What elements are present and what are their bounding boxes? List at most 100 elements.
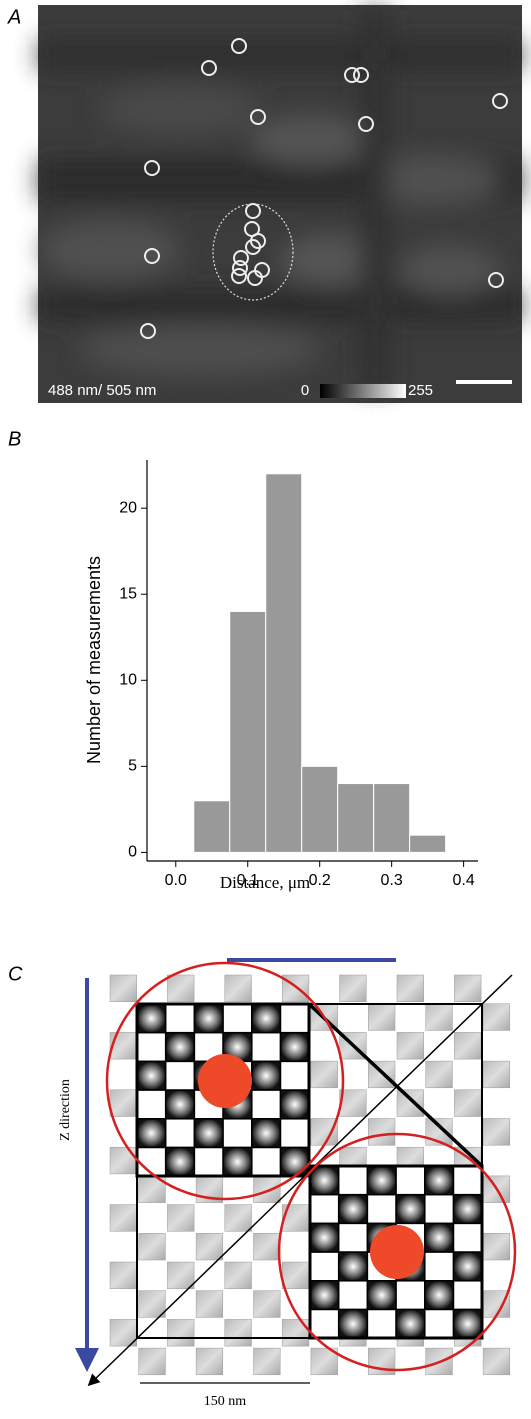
domain-cell [337, 1251, 369, 1282]
domain-cell [164, 1089, 196, 1120]
panel-label: B [8, 428, 21, 450]
lattice-cell [109, 1261, 137, 1289]
marker-circle [231, 268, 247, 284]
lattice-cell [224, 1261, 252, 1289]
domain-cell [395, 1280, 426, 1311]
domain-cell [251, 1060, 282, 1091]
domain-cell [164, 1118, 196, 1149]
domain-cell [164, 1031, 196, 1063]
x-axis-label: Distance, μm [220, 873, 310, 892]
lattice-cell [454, 974, 482, 1002]
domain-cell [251, 1089, 282, 1120]
bar [229, 610, 267, 853]
panel-label: C [8, 963, 23, 985]
marker-circle [245, 203, 261, 219]
micrograph [38, 5, 522, 403]
lattice-cell [109, 1204, 137, 1232]
domain-cell [136, 1003, 167, 1034]
x-tick-label: 0.4 [452, 872, 474, 889]
x-tick-label: 0.1 [237, 872, 259, 889]
domain-cell [395, 1165, 426, 1196]
lattice-cell [454, 1032, 482, 1060]
domain-cell [424, 1280, 455, 1311]
lattice-cell [482, 1347, 511, 1376]
axis-label: Z direction [58, 1079, 73, 1141]
domain-cell [164, 1146, 196, 1177]
domain-cell [251, 1003, 282, 1034]
marker-circle [144, 160, 160, 176]
marker-circle [492, 93, 508, 109]
domain-cell [366, 1193, 397, 1225]
diagonal [87, 974, 513, 1387]
lattice-cell [138, 1290, 166, 1318]
lattice-cell [109, 974, 137, 1002]
domain-cell [136, 1089, 167, 1120]
marker-circle [140, 323, 156, 339]
domain-cell [395, 1308, 426, 1339]
lattice-cell [396, 1089, 424, 1117]
lattice-cell [138, 1347, 166, 1376]
domain-cell [452, 1308, 483, 1339]
marker-circle [250, 109, 266, 125]
domain-cell [279, 1060, 310, 1091]
y-tick-label: 20 [119, 499, 137, 516]
domain-cell [309, 1222, 340, 1253]
domain-cell [424, 1193, 455, 1225]
domain-cell [424, 1308, 455, 1339]
lattice-cell [368, 1060, 396, 1089]
marker-circle [353, 67, 369, 83]
domain-cell [309, 1165, 340, 1196]
domain-cell [279, 1003, 310, 1034]
domain-cell [337, 1193, 369, 1225]
bar [193, 800, 231, 853]
lattice-cell [425, 1003, 453, 1031]
lattice-cell [167, 1204, 195, 1232]
domain-cell [309, 1251, 340, 1282]
domain-cell [337, 1280, 369, 1311]
domain-cell [222, 1146, 253, 1177]
lattice-cell [281, 1261, 310, 1289]
lattice-cell [339, 974, 367, 1002]
marker-circle [247, 270, 263, 286]
lattice-cell [253, 1290, 281, 1318]
wavelength-label: 488 nm/ 505 nm [48, 382, 156, 399]
domain-cell [309, 1280, 340, 1311]
lattice-cell [195, 1347, 224, 1376]
domain-cell [193, 1118, 224, 1149]
lattice-cell [167, 1261, 195, 1289]
domain-cell [222, 1118, 253, 1149]
lattice-cell [138, 1233, 166, 1261]
domain-cell [251, 1031, 282, 1063]
domain-cell [424, 1222, 455, 1253]
lattice-cell [482, 1233, 511, 1261]
center-dot [370, 1225, 424, 1279]
lattice-diagram [75, 958, 517, 1387]
domain-cell [136, 1060, 167, 1091]
domain-cell [193, 1146, 224, 1177]
domain-cell [309, 1308, 340, 1339]
x-tick-label: 0.2 [309, 872, 331, 889]
lattice-cell [253, 1233, 281, 1261]
domain-cell [452, 1222, 483, 1253]
lattice-cell [482, 1290, 511, 1318]
domain-cell [366, 1165, 397, 1196]
lattice-cell [454, 1089, 482, 1117]
domain-cell [337, 1308, 369, 1339]
lattice-cell [224, 974, 252, 1002]
histogram: 0.0 0.1 0.2 0.3 0.4 0 5 10 15 20 [119, 460, 478, 889]
marker-circle [232, 260, 248, 276]
domain-cell [366, 1308, 397, 1339]
colorbar-title: Fluorescence [307, 403, 397, 420]
domain-cell [136, 1031, 167, 1063]
marker-circle [144, 248, 160, 264]
y-tick-label: 5 [128, 758, 137, 775]
domain-cell [279, 1118, 310, 1149]
lattice-cell [482, 1003, 511, 1031]
lattice-cell [310, 1118, 338, 1146]
marker-circle [231, 38, 247, 54]
marker-circle [233, 250, 249, 266]
bar [265, 473, 303, 853]
scale-bar-label: 150 nm [204, 1394, 247, 1409]
lattice-cell [167, 1319, 195, 1347]
domain-cell [279, 1089, 310, 1120]
